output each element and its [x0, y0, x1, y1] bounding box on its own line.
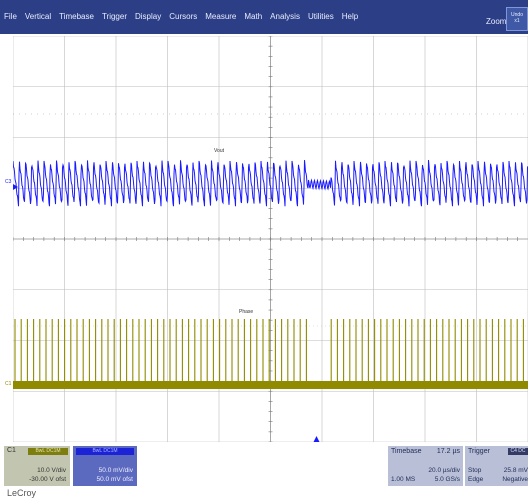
trigger-position-marker	[313, 436, 320, 442]
menu-item-timebase[interactable]: Timebase	[59, 12, 94, 21]
menu-item-display[interactable]: Display	[135, 12, 162, 21]
trigger-panel[interactable]: Trigger C4 DC Stop 25.8 mV Edge Negative	[465, 446, 528, 486]
grid	[13, 36, 528, 442]
trigger-slope: Negative	[502, 476, 528, 483]
trigger-title: Trigger	[468, 448, 490, 455]
channel1-coupling-badge: BwL DC1M	[28, 448, 68, 455]
waveform-display[interactable]: Vout Phase C3 C1	[5, 36, 528, 442]
trigger-level: 25.8 mV	[503, 467, 528, 474]
undo-label: Undo	[511, 12, 523, 18]
timebase-samples: 1.00 MS	[391, 476, 416, 483]
menu-item-math[interactable]: Math	[244, 12, 263, 21]
channel3-offset: 50.0 mV ofst	[96, 476, 134, 483]
c3-marker: C3	[5, 179, 12, 185]
c3-ground-marker	[13, 184, 18, 190]
vout-trace-label: Vout	[214, 148, 225, 154]
channel3-volts-div: 50.0 mV/div	[98, 467, 133, 474]
zoom-button[interactable]: Zoom	[486, 17, 507, 26]
vout-waveform	[13, 159, 528, 207]
menu-items: File Vertical Timebase Trigger Display Cursor…	[0, 0, 362, 34]
menu-item-trigger[interactable]: Trigger	[101, 12, 127, 21]
brand-logo: LeCroy	[7, 488, 37, 498]
timebase-delay: 17.2 µs	[436, 448, 460, 455]
channel3-coupling-badge: BwL DC1M	[76, 448, 134, 455]
menu-item-analysis[interactable]: Analysis	[270, 12, 300, 21]
menu-bar: File Vertical Timebase Trigger Display Cursor…	[0, 0, 528, 34]
timebase-per-div: 20.0 µs/div	[428, 467, 460, 474]
channel3-panel[interactable]: BwL DC1M 50.0 mV/div 50.0 mV ofst	[73, 446, 137, 486]
menu-item-help[interactable]: Help	[341, 12, 359, 21]
trigger-type: Edge	[468, 476, 484, 483]
timebase-title: Timebase	[391, 448, 422, 455]
channel1-panel[interactable]: C1 BwL DC1M 10.0 V/div -30.00 V ofst	[4, 446, 70, 486]
menu-item-file[interactable]: File	[4, 12, 17, 21]
phase-trace	[13, 319, 528, 389]
trigger-source-badge: C4 DC	[508, 448, 528, 455]
phase-baseline	[13, 381, 528, 389]
c1-marker: C1	[5, 381, 12, 387]
channel1-volts-div: 10.0 V/div	[37, 467, 66, 474]
timebase-panel[interactable]: Timebase 17.2 µs 20.0 µs/div 1.00 MS 5.0…	[388, 446, 463, 486]
menu-item-cursors[interactable]: Cursors	[169, 12, 198, 21]
menu-item-utilities[interactable]: Utilities	[307, 12, 334, 21]
timebase-sample-rate: 5.0 GS/s	[434, 476, 460, 483]
menu-item-vertical[interactable]: Vertical	[24, 12, 52, 21]
channel1-name: C1	[7, 447, 16, 454]
channel1-offset: -30.00 V ofst	[29, 476, 66, 483]
vout-trace	[13, 159, 528, 207]
status-panels: C1 BwL DC1M 10.0 V/div -30.00 V ofst BwL…	[0, 443, 528, 500]
undo-sub-label: x1	[514, 18, 520, 24]
menu-item-measure[interactable]: Measure	[205, 12, 237, 21]
undo-button[interactable]: Undo x1	[506, 7, 528, 31]
trigger-mode: Stop	[468, 467, 482, 474]
phase-trace-label: Phase	[239, 309, 254, 315]
